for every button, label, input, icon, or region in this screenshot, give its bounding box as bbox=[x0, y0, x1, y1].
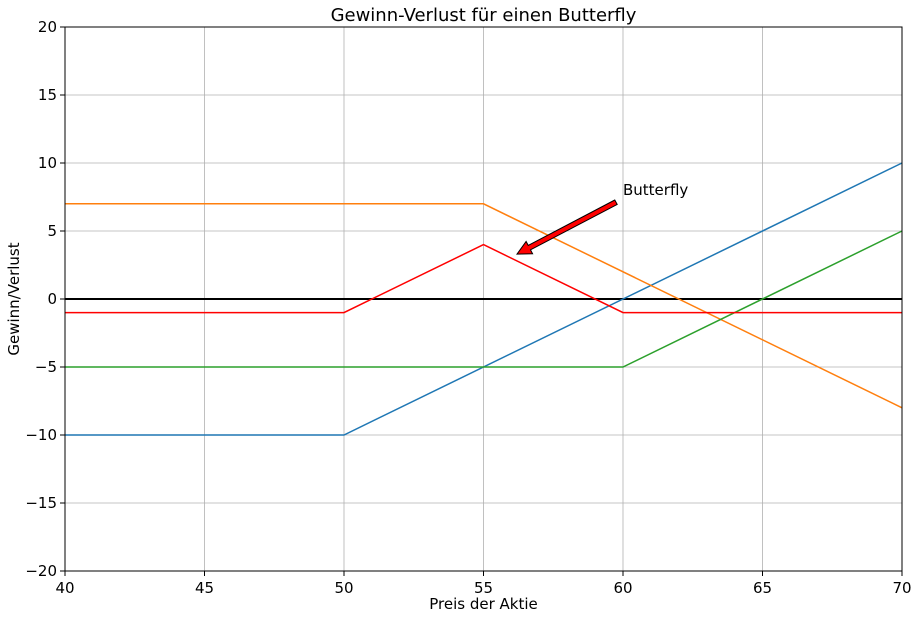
y-tick-label: −5 bbox=[35, 358, 57, 376]
series-line-blue bbox=[65, 162, 903, 436]
tick-layer: 40 45 50 55 60 65 70 −20 −15 −10 −5 0 5 10 15 20 bbox=[25, 18, 911, 597]
x-axis-label: Preis der Aktie bbox=[429, 595, 538, 613]
x-tick-label: 70 bbox=[892, 579, 911, 597]
x-tick-label: 60 bbox=[613, 579, 632, 597]
series-layer bbox=[65, 162, 903, 436]
series-line-orange bbox=[65, 203, 903, 409]
y-tick-label: −10 bbox=[25, 426, 57, 444]
x-tick-label: 55 bbox=[474, 579, 493, 597]
y-tick-label: 5 bbox=[47, 222, 57, 240]
x-tick-label: 40 bbox=[55, 579, 74, 597]
annotation-arrow bbox=[516, 199, 618, 255]
series-line-red bbox=[65, 243, 902, 314]
y-tick-label: −15 bbox=[25, 494, 57, 512]
x-tick-label: 50 bbox=[334, 579, 353, 597]
chart-title: Gewinn-Verlust für einen Butterfly bbox=[331, 5, 637, 26]
series-line-green bbox=[65, 230, 903, 368]
annotation: Butterfly bbox=[516, 181, 688, 255]
y-tick-label: 0 bbox=[47, 290, 57, 308]
y-tick-label: 10 bbox=[38, 154, 57, 172]
y-tick-label: 20 bbox=[38, 18, 57, 36]
annotation-label: Butterfly bbox=[623, 181, 688, 199]
y-axis-label: Gewinn/Verlust bbox=[5, 242, 23, 355]
x-tick-label: 45 bbox=[195, 579, 214, 597]
y-tick-label: 15 bbox=[38, 86, 57, 104]
y-tick-label: −20 bbox=[25, 562, 57, 580]
x-tick-label: 65 bbox=[753, 579, 772, 597]
